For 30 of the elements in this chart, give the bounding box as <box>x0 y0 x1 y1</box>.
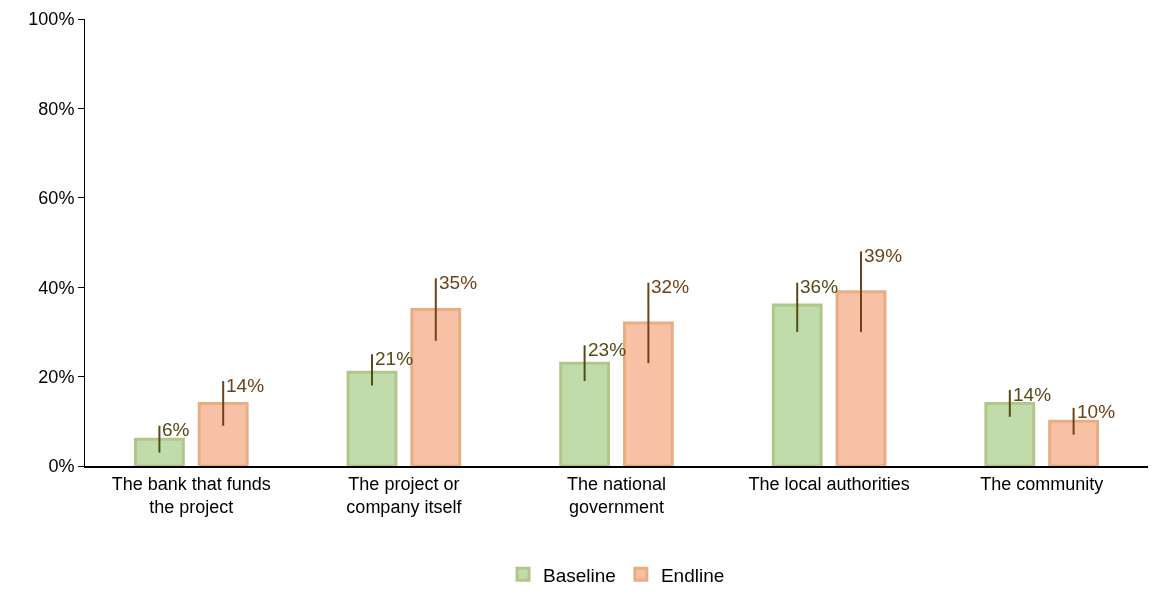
y-tick-label: 0% <box>48 456 75 477</box>
x-tick-label: The bank that funds the project <box>111 473 271 517</box>
y-tick-label: 20% <box>38 366 75 387</box>
legend-label: Endline <box>660 564 725 586</box>
x-tick-label: The national government <box>566 473 667 517</box>
data-label: 39% <box>864 245 903 266</box>
data-label: 21% <box>375 348 414 369</box>
data-label: 14% <box>226 375 265 396</box>
bar <box>197 401 249 466</box>
data-label: 23% <box>588 339 627 360</box>
bar <box>771 303 823 466</box>
data-label: 36% <box>800 276 839 297</box>
legend-label: Baseline <box>543 564 616 586</box>
y-tick-label: 100% <box>28 9 75 30</box>
y-tick-label: 80% <box>38 98 75 119</box>
bar <box>1048 419 1100 466</box>
bar <box>984 401 1036 466</box>
bar <box>559 361 611 466</box>
data-label: 10% <box>1077 401 1116 422</box>
data-label: 35% <box>439 272 478 293</box>
bar <box>346 370 398 466</box>
data-label: 6% <box>162 419 190 440</box>
x-tick-label: The project or company itself <box>346 473 463 517</box>
y-tick-label: 40% <box>38 277 75 298</box>
bar <box>133 437 185 466</box>
data-label: 32% <box>651 276 690 297</box>
y-tick-label: 60% <box>38 188 75 209</box>
x-tick-label: The community <box>980 473 1104 494</box>
x-tick-label: The local authorities <box>748 473 910 494</box>
data-label: 14% <box>1013 384 1052 405</box>
